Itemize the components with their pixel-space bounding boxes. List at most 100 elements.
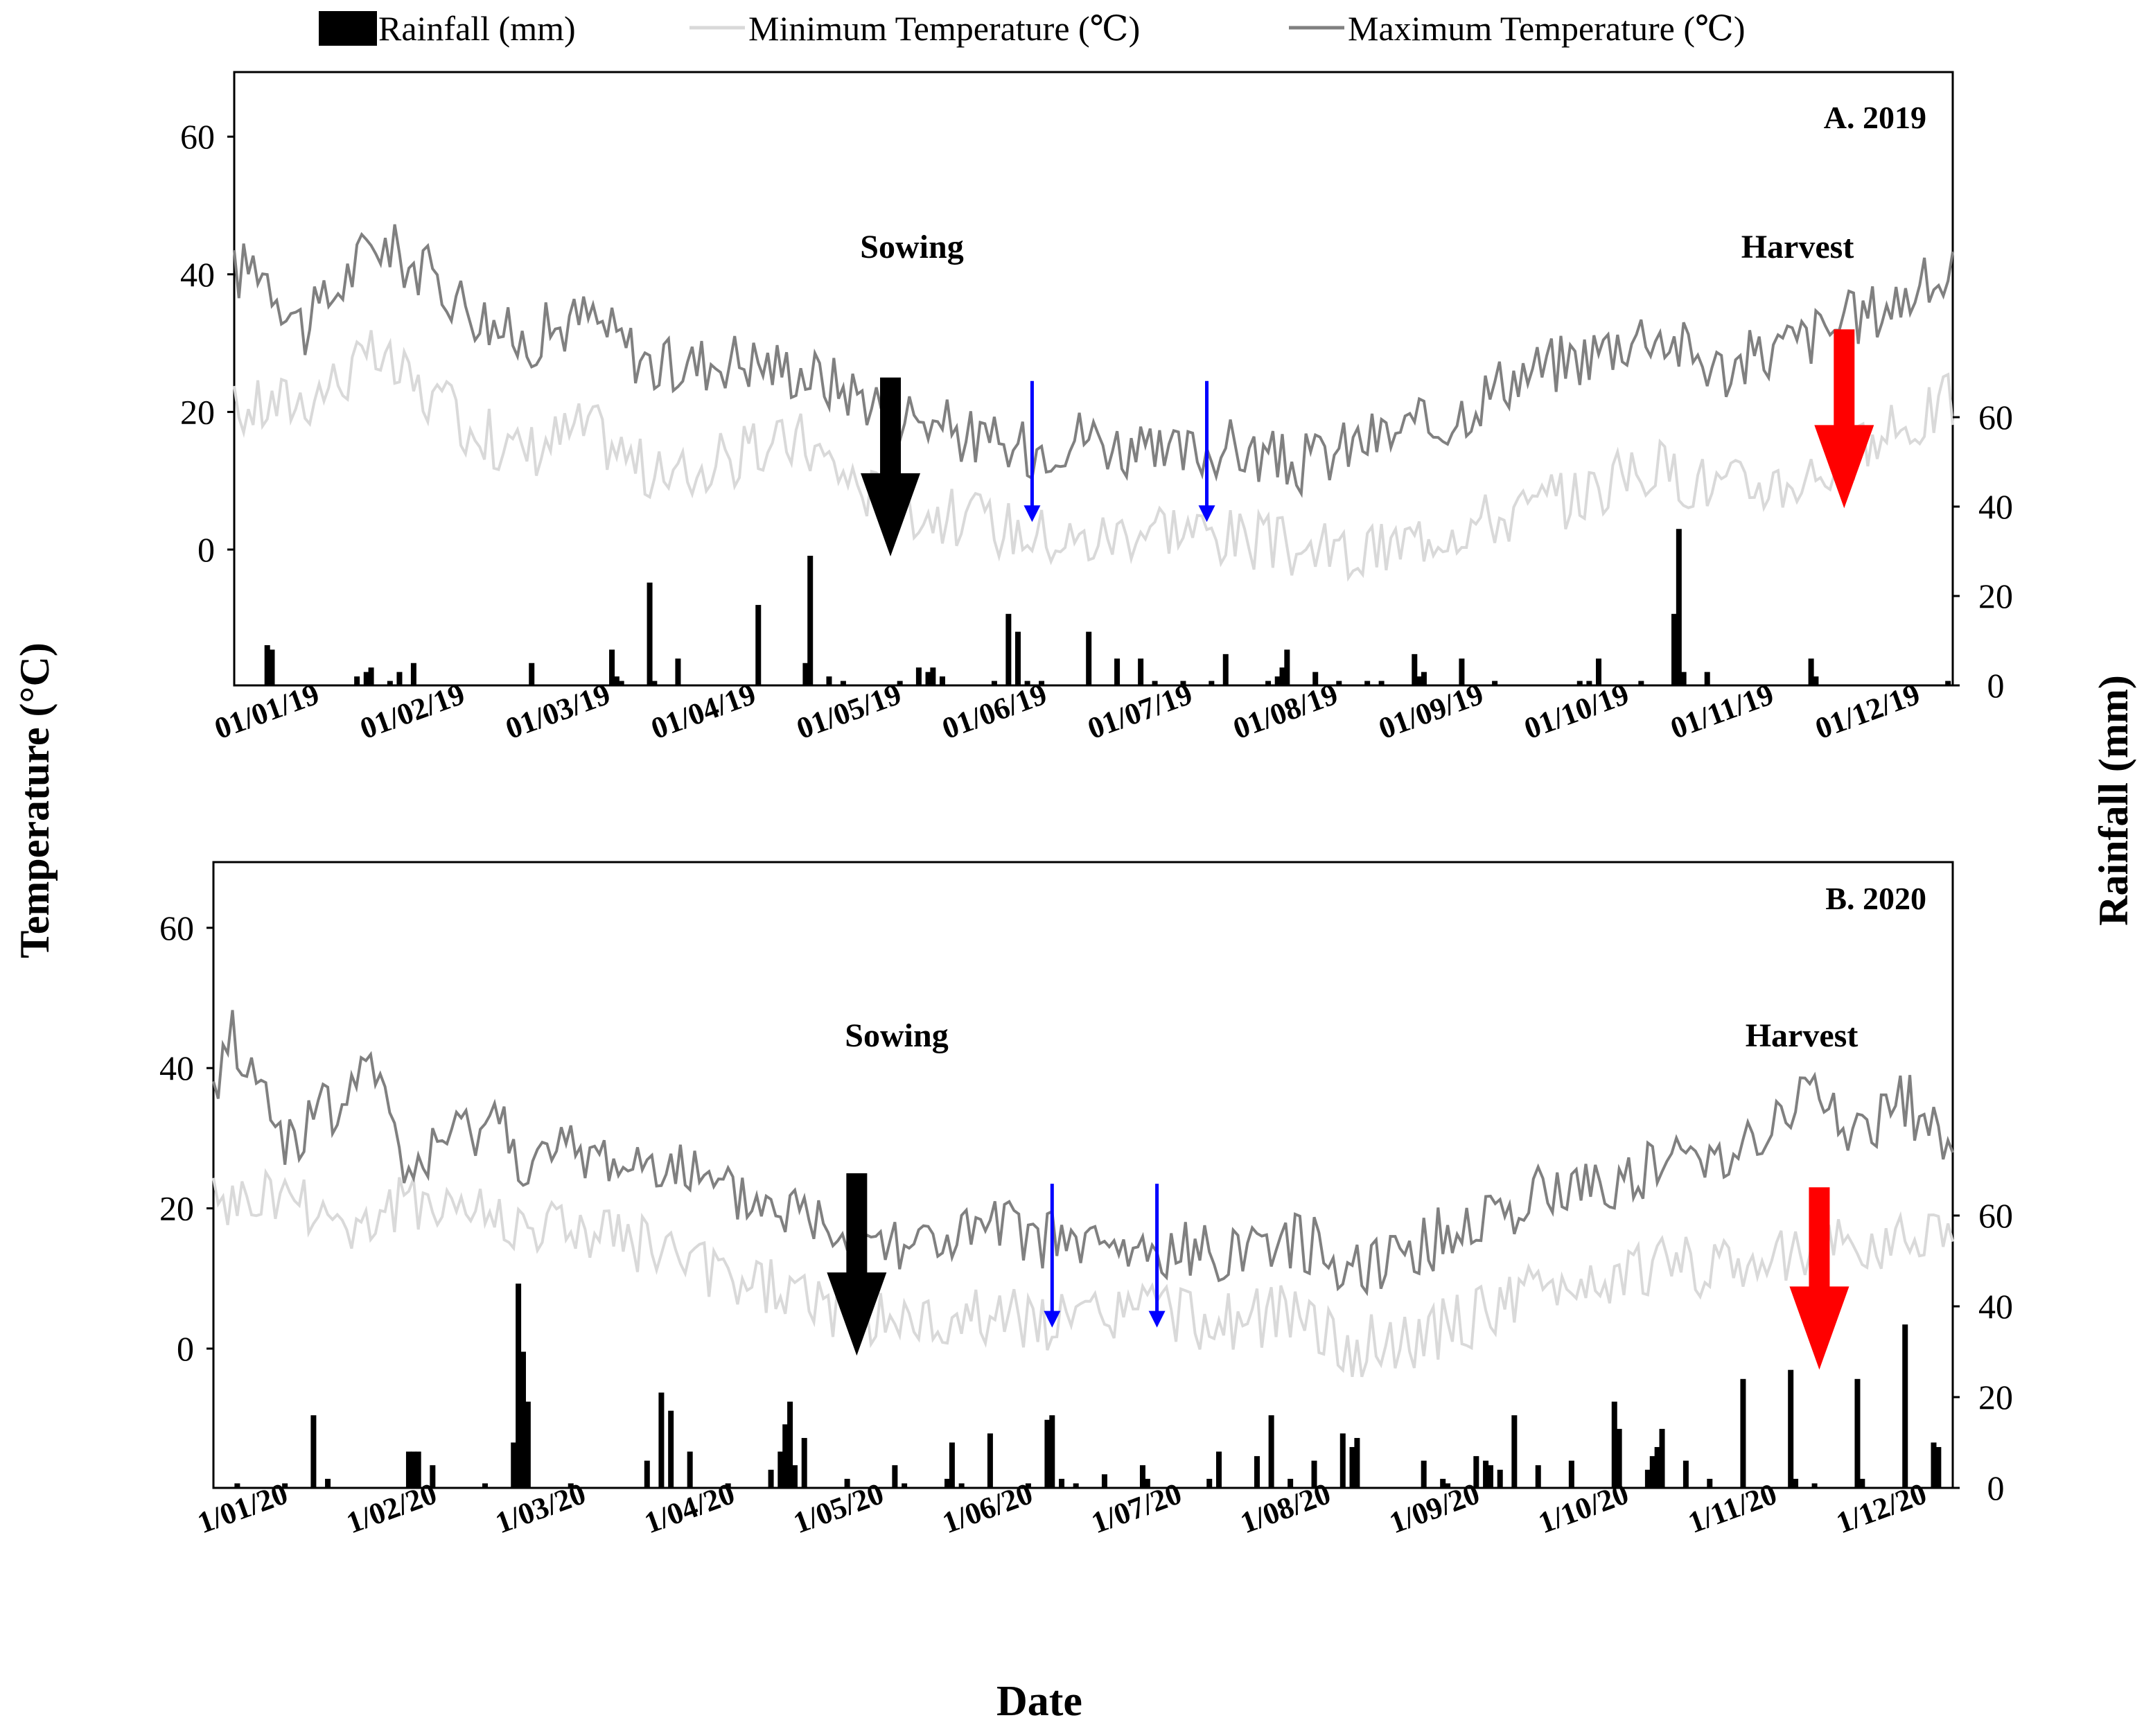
x-tick-label: 1/10/20 — [1534, 1476, 1633, 1540]
rainfall-bar — [1354, 1437, 1360, 1488]
rain-tick-label: 40 — [1978, 487, 2013, 526]
temp-tick-label: 20 — [159, 1189, 194, 1228]
rainfall-bar — [1378, 681, 1385, 685]
sowing-arrow — [861, 377, 921, 556]
rainfall-bar — [405, 1451, 412, 1488]
rainfall-bar — [1813, 676, 1819, 685]
rainfall-bar — [1902, 1324, 1908, 1488]
rainfall-bar — [801, 1437, 807, 1488]
rainfall-bar — [529, 663, 535, 685]
rainfall-bar — [1086, 631, 1092, 685]
rainfall-bar — [234, 1483, 240, 1488]
rainfall-bar — [1180, 681, 1186, 685]
temp-tick-label: 40 — [180, 255, 215, 294]
temp-tick-label: 0 — [177, 1329, 194, 1368]
x-tick-label: 01/03/19 — [501, 677, 615, 746]
legend-rainfall-label: Rainfall (mm) — [378, 9, 576, 48]
rainfall-bar — [1445, 1483, 1451, 1488]
x-tick-label: 1/09/20 — [1385, 1476, 1484, 1540]
x-tick-label: 1/02/20 — [342, 1476, 441, 1540]
rainfall-bar — [1483, 1460, 1489, 1488]
min-temperature-line — [212, 1168, 1954, 1378]
x-tick-label: 01/08/19 — [1229, 677, 1342, 746]
rainfall-bar — [269, 649, 275, 685]
rainfall-bar — [658, 1392, 665, 1488]
max-temperature-line — [233, 224, 1954, 498]
rainfall-bar — [1364, 681, 1371, 685]
rainfall-bar — [1421, 1460, 1427, 1488]
rain-tick-label: 60 — [1978, 1196, 2013, 1235]
rain-tick-label: 0 — [1987, 1468, 2005, 1507]
rainfall-bar — [1254, 1456, 1260, 1488]
rainfall-bar — [264, 645, 270, 685]
x-tick-label: 1/11/20 — [1684, 1477, 1782, 1540]
rainfall-bar — [1005, 613, 1012, 685]
rainfall-bar — [396, 672, 403, 685]
panel-title: A. 2019 — [1824, 100, 1926, 135]
annotations — [861, 329, 1874, 556]
rainfall-bar — [310, 1415, 317, 1488]
rainfall-bar — [930, 667, 936, 685]
x-tick-label: 01/09/19 — [1374, 677, 1488, 746]
rainfall-bar — [1440, 1478, 1446, 1488]
rainfall-bar — [925, 672, 931, 685]
temp-tick-label: 40 — [159, 1049, 194, 1087]
x-tick-label: 1/03/20 — [491, 1476, 590, 1540]
rainfall-bar — [354, 676, 360, 685]
rainfall-bar — [1793, 1478, 1799, 1488]
rainfall-bar — [1312, 672, 1319, 685]
rainfall-bar — [516, 1283, 522, 1488]
temperature-lines — [212, 1010, 1954, 1378]
x-tick-label: 1/01/20 — [193, 1476, 292, 1540]
rainfall-bar — [613, 676, 620, 685]
rainfall-bar — [525, 1401, 531, 1488]
rainfall-bar — [1311, 1460, 1317, 1488]
rainfall-bar — [1025, 1483, 1031, 1488]
irrigation-arrow-head — [1044, 1310, 1061, 1328]
plot-frame — [233, 71, 1954, 687]
rainfall-bar — [1421, 672, 1427, 685]
rainfall-bar — [1138, 658, 1144, 685]
rainfall-bar — [1024, 681, 1030, 685]
rainfall-bar — [787, 1401, 793, 1488]
rainfall-bar — [568, 1483, 574, 1488]
harvest-arrow — [1814, 329, 1874, 509]
rainfall-bar — [1349, 1447, 1355, 1488]
rainfall-bar — [410, 1451, 416, 1488]
temp-tick-label: 0 — [197, 530, 215, 569]
rainfall-bar — [1654, 1447, 1660, 1488]
rainfall-bar — [1206, 1478, 1213, 1488]
x-tick-label: 01/06/19 — [938, 677, 1051, 746]
rainfall-bar — [1931, 1442, 1937, 1488]
temperature-lines — [233, 224, 1954, 582]
rainfall-bar — [1707, 1478, 1713, 1488]
rainfall-bar — [1511, 1415, 1518, 1488]
rainfall-bar — [939, 676, 945, 685]
rainfall-bar — [840, 681, 846, 685]
rainfall-bar — [1676, 529, 1682, 685]
rainfall-bar — [1945, 681, 1951, 685]
temp-tick-label: 20 — [180, 392, 215, 431]
rainfall-bar — [1073, 1483, 1079, 1488]
rainfall-bar — [1284, 649, 1290, 685]
rainfall-bar — [1704, 672, 1710, 685]
panel-title: B. 2020 — [1825, 881, 1926, 916]
max-temperature-line — [212, 1010, 1954, 1297]
rainfall-bar — [1215, 1451, 1222, 1488]
x-axis-label: Date — [996, 1678, 1082, 1725]
rainfall-bar — [892, 1465, 898, 1488]
rainfall-bar — [1487, 1465, 1493, 1488]
sowing-label: Sowing — [860, 229, 963, 265]
rainfall-bar — [844, 1478, 850, 1488]
rainfall-bar — [430, 1465, 436, 1488]
rainfall-bar — [651, 681, 658, 685]
rainfall-bar — [991, 681, 997, 685]
rainfall-bar — [1935, 1447, 1942, 1488]
rainfall-bar — [1497, 1469, 1503, 1488]
rainfall-bar — [915, 667, 922, 685]
rainfall-bar — [1586, 681, 1592, 685]
legend-min-temp-label: Minimum Temperature (℃) — [748, 9, 1140, 48]
rainfall-bar — [897, 681, 903, 685]
